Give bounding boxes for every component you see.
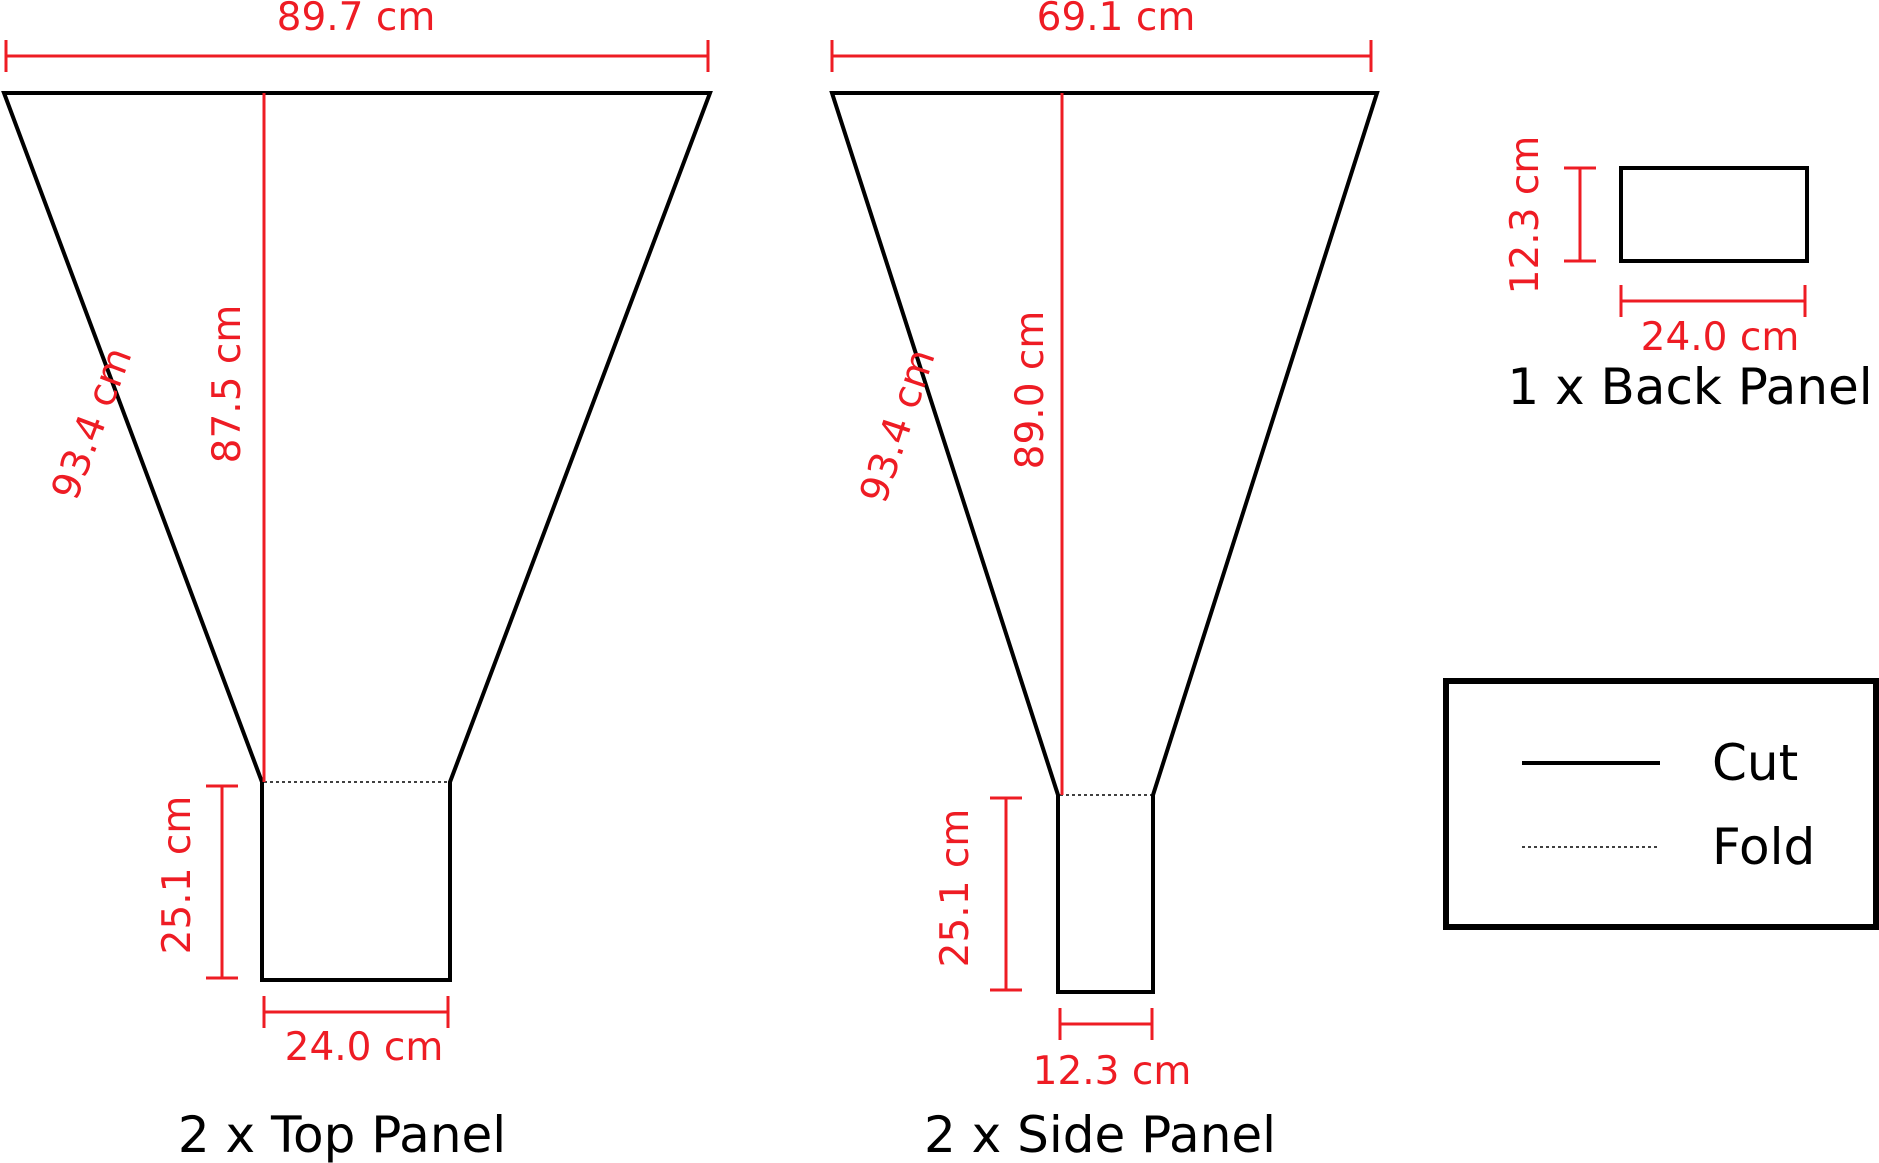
- back-panel-width-dimension: [1619, 285, 1807, 317]
- side-panel: 69.1 cm 89.0 cm 93.4 cm 25.1 cm 12.3 cm …: [829, 0, 1380, 1163]
- side-panel-height-label: 89.0 cm: [1008, 311, 1053, 470]
- top-panel-caption: 2 x Top Panel: [178, 1106, 506, 1163]
- back-panel-caption: 1 x Back Panel: [1507, 358, 1872, 416]
- back-panel-height-dimension: [1564, 166, 1596, 263]
- back-panel-outline: [1619, 166, 1809, 263]
- top-panel-width-dimension: [4, 40, 710, 72]
- side-panel-flap-height-label: 25.1 cm: [933, 809, 978, 968]
- back-panel-height-label: 12.3 cm: [1503, 136, 1548, 295]
- legend: Cut Fold: [1443, 678, 1879, 930]
- back-panel-width-label: 24.0 cm: [1641, 315, 1800, 360]
- top-panel-flap-width-dimension: [262, 996, 450, 1028]
- top-panel-outline: [1, 91, 713, 982]
- legend-box: [1443, 678, 1879, 930]
- top-panel-flap-height-label: 25.1 cm: [155, 796, 200, 955]
- top-panel-flap-width-label: 24.0 cm: [285, 1025, 444, 1070]
- side-panel-width-label: 69.1 cm: [1037, 0, 1196, 40]
- legend-fold-label: Fold: [1712, 818, 1815, 876]
- side-panel-outline: [829, 91, 1380, 994]
- back-panel: 12.3 cm 24.0 cm 1 x Back Panel: [1503, 136, 1873, 416]
- side-panel-caption: 2 x Side Panel: [924, 1106, 1276, 1163]
- side-panel-slant-label: 93.4 cm: [852, 344, 945, 509]
- side-panel-flap-width-label: 12.3 cm: [1033, 1049, 1192, 1094]
- top-panel-flap-height-dimension: [206, 784, 238, 980]
- top-panel-height-label: 87.5 cm: [205, 305, 250, 464]
- side-panel-flap-width-dimension: [1058, 1008, 1154, 1040]
- legend-cut-label: Cut: [1712, 734, 1798, 792]
- top-panel-width-label: 89.7 cm: [277, 0, 436, 40]
- side-panel-width-dimension: [830, 40, 1373, 72]
- top-panel: 89.7 cm 87.5 cm 93.4 cm 25.1 cm 24.0 cm …: [1, 0, 713, 1163]
- side-panel-flap-height-dimension: [990, 796, 1022, 992]
